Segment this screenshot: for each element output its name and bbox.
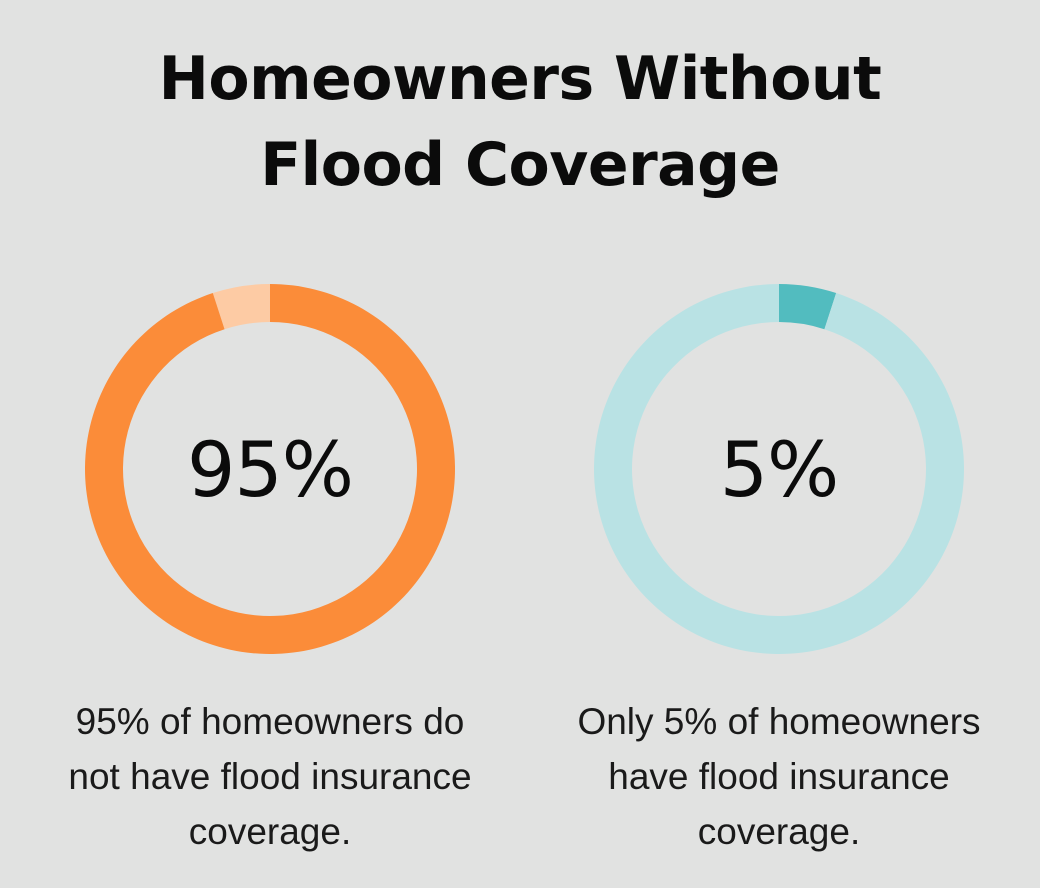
caption-uninsured-line-1: 95% of homeowners do [75,701,465,742]
donut-slice-insured [212,284,270,330]
caption-uninsured: 95% of homeowners do not have flood insu… [40,694,500,859]
donut-svg-uninsured [85,284,455,654]
donut-chart-insured: 5% [594,284,964,654]
caption-uninsured-line-3: coverage. [188,811,352,852]
caption-insured-line-2: have flood insurance [608,756,950,797]
chart-title-line-1: Homeowners Without [158,44,882,114]
donut-chart-uninsured: 95% [85,284,455,654]
chart-title: Homeowners Without Flood Coverage [0,36,1040,208]
caption-uninsured-line-2: not have flood insurance [68,756,472,797]
donut-svg-insured [594,284,964,654]
caption-insured: Only 5% of homeowners have flood insuran… [549,694,1009,859]
chart-title-line-2: Flood Coverage [260,130,780,200]
caption-insured-line-1: Only 5% of homeowners [577,701,981,742]
caption-insured-line-3: coverage. [697,811,861,852]
donut-center-value-uninsured: 95% [187,424,354,514]
donut-center-value-insured: 5% [719,424,840,514]
donut-slice-insured [779,284,837,330]
